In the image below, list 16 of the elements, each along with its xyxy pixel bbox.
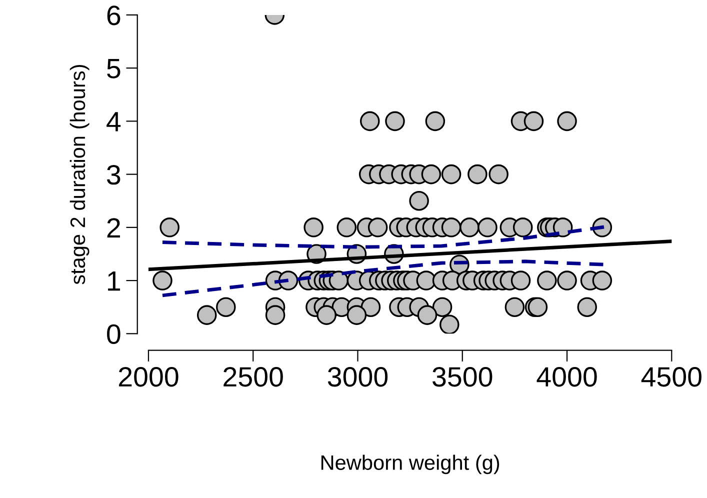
y-axis-title: stage 2 duration (hours) <box>70 64 90 284</box>
x-tick-label: 3500 <box>432 367 492 387</box>
y-tick-label: 6 <box>107 6 120 26</box>
x-tick-label: 4000 <box>536 367 597 387</box>
x-tick-label: 2000 <box>118 367 178 387</box>
x-tick-label: 4500 <box>641 367 702 387</box>
y-tick-label: 3 <box>107 164 120 185</box>
y-tick-label: 5 <box>107 59 120 78</box>
x-tick-label: 3000 <box>328 367 388 387</box>
x-axis-title: Newborn weight (g) <box>321 454 500 474</box>
x-tick-label: 2500 <box>224 367 283 387</box>
y-tick-label: 4 <box>106 112 121 132</box>
y-tick-label: 0 <box>107 324 120 344</box>
line-series <box>160 260 606 298</box>
y-tick-label: 1 <box>108 271 120 291</box>
y-tick-label: 2 <box>107 218 120 238</box>
